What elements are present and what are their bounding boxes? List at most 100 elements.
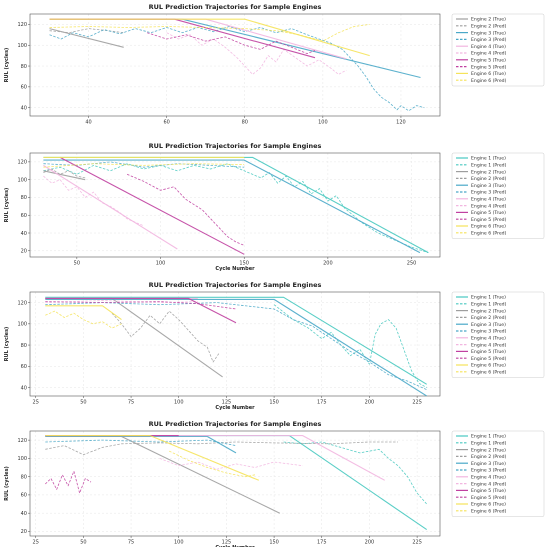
legend-label: Engine 2 (True) — [471, 447, 506, 453]
x-tick-label: 200 — [365, 540, 375, 546]
legend-label: Engine 6 (Pred) — [471, 370, 507, 376]
y-tick-label: 40 — [21, 105, 27, 111]
chart-panel-2: RUL Prediction Trajectories for Sample E… — [4, 142, 545, 272]
legend-label: Engine 2 (True) — [471, 17, 506, 23]
series-line-engine-6-pred — [43, 163, 245, 168]
x-tick-label: 100 — [174, 400, 184, 406]
plot-frame — [29, 152, 441, 258]
x-tick-label: 100 — [174, 540, 184, 546]
x-tick-label: 75 — [128, 400, 134, 406]
y-tick-label: 120 — [17, 438, 27, 444]
legend: Engine 1 (True)Engine 1 (Pred)Engine 2 (… — [451, 291, 545, 378]
y-axis-label: RUL (cycles) — [4, 188, 10, 223]
legend-label: Engine 4 (Pred) — [471, 51, 507, 57]
chart-panel-4: RUL Prediction Trajectories for Sample E… — [4, 420, 545, 551]
legend-label: Engine 2 (Pred) — [471, 454, 507, 460]
x-tick-label: 125 — [222, 400, 232, 406]
series-line-engine-3-true — [45, 298, 427, 396]
x-tick-label: 50 — [74, 261, 80, 267]
series-line-engine-5-pred — [126, 173, 245, 246]
y-tick-label: 20 — [21, 249, 27, 255]
y-tick-label: 80 — [21, 474, 27, 480]
x-tick-label: 225 — [412, 400, 422, 406]
series-group — [45, 435, 428, 531]
y-tick-label: 80 — [21, 343, 27, 349]
series-line-engine-5-pred — [45, 470, 92, 494]
x-tick-label: 50 — [80, 540, 86, 546]
y-tick-label: 120 — [17, 300, 27, 306]
legend-label: Engine 4 (Pred) — [471, 342, 507, 348]
legend-label: Engine 3 (Pred) — [471, 329, 507, 335]
x-tick-label: 40 — [85, 120, 91, 126]
series-line-engine-1-pred — [273, 304, 427, 388]
x-tick-label: 80 — [242, 120, 248, 126]
series-line-engine-3-pred — [49, 26, 425, 112]
series-line-engine-2-pred — [111, 310, 220, 363]
series-line-engine-4-pred — [45, 300, 198, 304]
x-tick-label: 250 — [407, 261, 417, 267]
series-line-engine-5-pred — [45, 301, 237, 310]
x-tick-label: 100 — [156, 261, 166, 267]
legend-label: Engine 3 (Pred) — [471, 37, 507, 43]
chart-title: RUL Prediction Trajectories for Sample E… — [149, 142, 322, 150]
legend-label: Engine 5 (Pred) — [471, 64, 507, 70]
legend-label: Engine 4 (True) — [471, 197, 506, 203]
legend-label: Engine 6 (Pred) — [471, 509, 507, 515]
series-line-engine-6-pred — [45, 310, 122, 329]
series-line-engine-2-true — [43, 170, 86, 181]
legend-label: Engine 4 (True) — [471, 336, 506, 342]
y-tick-label: 100 — [17, 456, 27, 462]
x-tick-label: 200 — [323, 261, 333, 267]
legend-label: Engine 6 (Pred) — [471, 78, 507, 84]
legend-label: Engine 5 (Pred) — [471, 356, 507, 362]
legend-label: Engine 6 (True) — [471, 71, 506, 77]
x-tick-label: 200 — [365, 400, 375, 406]
legend-label: Engine 1 (True) — [471, 295, 506, 301]
x-tick-label: 75 — [128, 540, 134, 546]
plot-frame — [29, 291, 441, 397]
chart-title: RUL Prediction Trajectories for Sample E… — [149, 3, 322, 11]
series-line-engine-6-true — [45, 435, 260, 481]
legend-label: Engine 3 (True) — [471, 183, 506, 189]
y-tick-label: 40 — [21, 511, 27, 517]
series-line-engine-6-pred — [169, 450, 256, 478]
series-line-engine-3-pred — [43, 161, 245, 168]
chart-panel-3: RUL Prediction Trajectories for Sample E… — [4, 281, 545, 411]
legend: Engine 1 (True)Engine 1 (Pred)Engine 2 (… — [451, 430, 545, 517]
y-tick-label: 20 — [21, 529, 27, 535]
series-line-engine-4-pred — [43, 175, 144, 227]
series-line-engine-2-pred — [49, 28, 124, 34]
legend-label: Engine 4 (Pred) — [471, 203, 507, 209]
legend-label: Engine 4 (True) — [471, 475, 506, 481]
y-axis-label: RUL (cycles) — [4, 48, 10, 83]
legend-label: Engine 3 (True) — [471, 322, 506, 328]
x-tick-label: 175 — [317, 400, 327, 406]
legend-label: Engine 2 (True) — [471, 169, 506, 175]
legend-label: Engine 6 (True) — [471, 224, 506, 230]
x-tick-label: 150 — [239, 261, 249, 267]
series-group — [43, 156, 429, 255]
plot-frame — [29, 13, 441, 117]
y-tick-label: 80 — [21, 195, 27, 201]
series-line-engine-1-true — [43, 156, 429, 254]
x-axis-label: Cycle Number — [215, 405, 255, 411]
legend-label: Engine 1 (Pred) — [471, 302, 507, 308]
plot-frame — [29, 430, 441, 537]
series-group — [45, 296, 427, 396]
legend-label: Engine 2 (Pred) — [471, 24, 507, 30]
legend: Engine 2 (True)Engine 2 (Pred) Engine 3 (… — [451, 13, 545, 87]
y-tick-label: 40 — [21, 231, 27, 237]
series-line-engine-6-pred — [49, 24, 370, 42]
series-line-engine-3-true — [45, 435, 237, 454]
legend-label: Engine 1 (Pred) — [471, 441, 507, 447]
series-line-engine-5-true — [59, 156, 245, 255]
series-line-engine-4-true — [43, 164, 178, 250]
series-line-engine-6-true — [49, 18, 370, 57]
series-line-engine-3-true — [43, 159, 421, 254]
legend-label: Engine 1 (True) — [471, 156, 506, 162]
legend-box — [451, 291, 545, 378]
legend-label: Engine 6 (Pred) — [471, 231, 507, 237]
legend-label: Engine 5 (True) — [471, 349, 506, 355]
